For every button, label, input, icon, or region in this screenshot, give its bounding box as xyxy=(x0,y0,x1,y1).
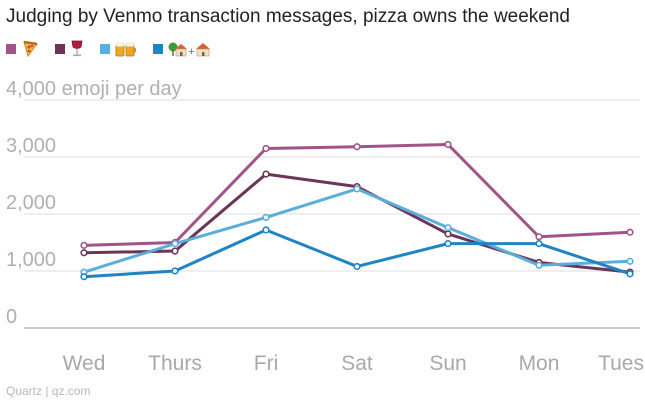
legend-entry-beer xyxy=(100,40,137,58)
legend-entry-house: + xyxy=(153,40,214,58)
data-point-beer xyxy=(262,213,270,222)
x-tick-label: Mon xyxy=(519,352,560,375)
data-point-pizza xyxy=(80,241,88,249)
y-tick-label: 3,000 xyxy=(6,135,56,157)
data-point-wine xyxy=(80,249,88,257)
data-point-pizza xyxy=(262,144,270,153)
data-point-beer xyxy=(171,240,179,248)
data-point-house xyxy=(171,267,179,275)
data-point-wine xyxy=(262,170,270,178)
data-point-wine xyxy=(444,230,452,238)
data-point-house xyxy=(444,240,452,248)
y-tick-label: 0 xyxy=(6,306,17,328)
y-tick-label: 2,000 xyxy=(6,192,56,214)
data-point-house xyxy=(262,226,270,234)
x-tick-label: Sat xyxy=(341,352,373,375)
legend-entry-wine xyxy=(55,40,84,58)
legend-swatch-beer xyxy=(100,44,110,54)
wine-glass-icon xyxy=(70,40,84,58)
data-point-pizza xyxy=(626,228,634,236)
data-point-house xyxy=(80,273,88,281)
series-line-beer xyxy=(82,187,632,274)
data-point-house xyxy=(535,240,543,248)
series-line-pizza xyxy=(82,142,632,247)
data-point-house xyxy=(626,270,634,278)
x-tick-label: Wed xyxy=(63,352,106,375)
data-point-beer xyxy=(353,185,361,193)
data-point-pizza xyxy=(444,140,452,149)
x-tick-label: Tues xyxy=(598,352,644,375)
legend-swatch-pizza xyxy=(6,44,16,54)
data-point-beer xyxy=(444,224,452,232)
legend-entry-pizza xyxy=(6,40,39,58)
legend-swatch-wine xyxy=(55,44,65,54)
x-tick-label: Fri xyxy=(254,352,279,375)
beer-mugs-icon xyxy=(115,40,137,58)
pizza-icon xyxy=(21,40,39,58)
data-point-house xyxy=(353,262,361,271)
legend-swatch-house xyxy=(153,44,163,54)
chart-title: Judging by Venmo transaction messages, p… xyxy=(6,6,570,27)
y-tick-label: 1,000 xyxy=(6,249,56,271)
legend-plus-text: + xyxy=(188,46,194,58)
data-point-pizza xyxy=(535,233,543,241)
data-point-beer xyxy=(535,261,543,269)
x-tick-label: Thurs xyxy=(148,352,202,375)
tree-house-plus-house-icon: + xyxy=(168,40,214,58)
legend: + xyxy=(6,38,230,60)
data-point-beer xyxy=(626,257,634,265)
data-point-pizza xyxy=(353,143,361,151)
x-tick-label: Sun xyxy=(429,352,466,375)
data-point-wine xyxy=(171,247,179,255)
y-axis-label: 4,000 emoji per day xyxy=(6,78,182,100)
source-credit: Quartz | qz.com xyxy=(6,384,91,398)
